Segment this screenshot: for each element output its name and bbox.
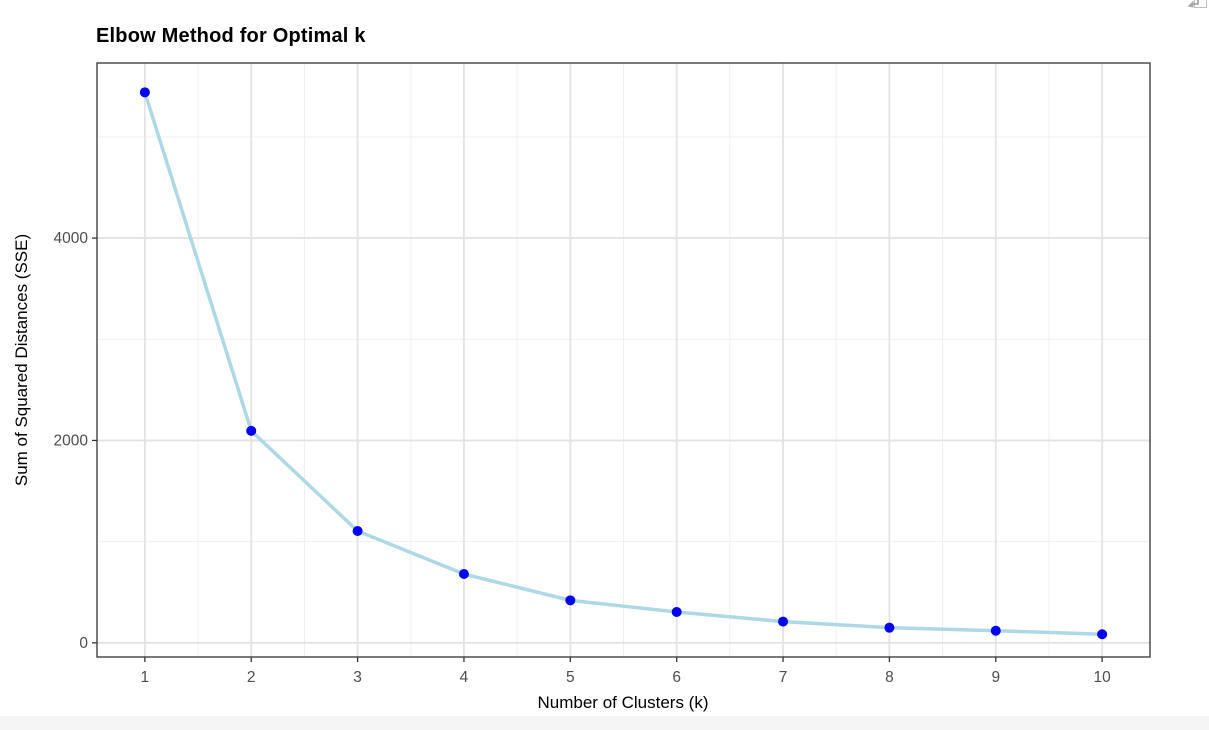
data-point [990, 625, 1001, 636]
chart-title: Elbow Method for Optimal k [96, 25, 366, 47]
data-point [778, 616, 789, 627]
data-point [884, 622, 895, 633]
panel-border [96, 62, 1151, 658]
data-point [671, 606, 682, 617]
y-tick-label: 4000 [54, 230, 89, 247]
x-tick-label: 2 [247, 669, 256, 686]
x-tick-label: 3 [353, 669, 362, 686]
x-tick-label: 5 [566, 669, 575, 686]
data-point [139, 87, 150, 98]
data-point [458, 569, 469, 580]
window-bottom-edge [0, 716, 1209, 730]
x-tick-label: 9 [991, 669, 1000, 686]
x-tick-label: 10 [1094, 669, 1112, 686]
open-in-new-window-icon[interactable] [1186, 0, 1208, 13]
y-tick-label: 0 [79, 635, 88, 652]
data-point [1097, 629, 1108, 640]
y-tick-label: 2000 [54, 432, 89, 449]
y-axis-title: Sum of Squared Distances (SSE) [12, 233, 31, 487]
x-tick-label: 6 [672, 669, 681, 686]
data-point [352, 526, 363, 537]
data-point [246, 425, 257, 436]
x-tick-label: 1 [141, 669, 150, 686]
x-axis-title: Number of Clusters (k) [537, 693, 709, 712]
x-tick-label: 7 [779, 669, 788, 686]
x-tick-label: 4 [460, 669, 469, 686]
sse-line [143, 90, 1104, 636]
x-tick-label: 8 [885, 669, 894, 686]
data-point [565, 595, 576, 606]
